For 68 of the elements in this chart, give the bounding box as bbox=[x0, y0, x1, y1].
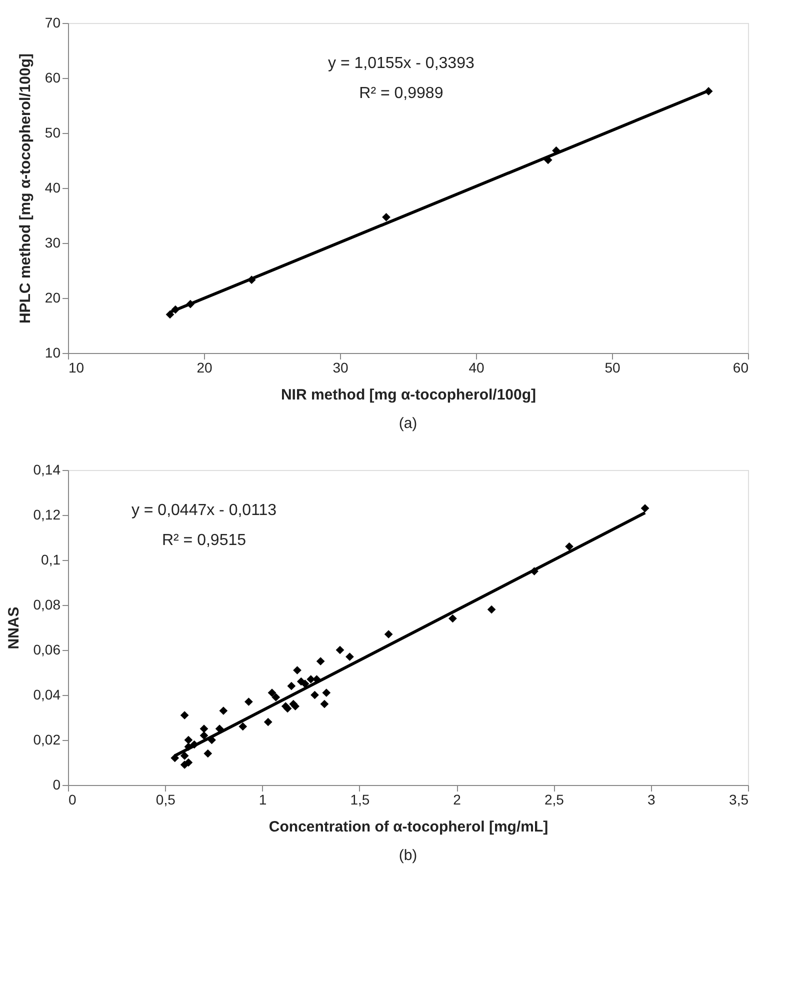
point bbox=[336, 646, 344, 654]
point bbox=[268, 688, 276, 697]
x-tick-label: 0,5 bbox=[156, 792, 176, 808]
point bbox=[184, 736, 193, 744]
point bbox=[346, 652, 354, 661]
point bbox=[448, 614, 457, 623]
point bbox=[291, 702, 300, 710]
x-tick-label: 10 bbox=[68, 360, 84, 376]
x-axis-title: NIR method [mg α-tocopherol/100g] bbox=[280, 386, 536, 404]
point bbox=[640, 504, 650, 512]
point bbox=[322, 688, 331, 697]
y-axis-title: HPLC method [mg α-tocopherol/100g] bbox=[16, 53, 34, 324]
y-tick-label: 70 bbox=[44, 14, 61, 30]
annotation: R² = 0,9989 bbox=[359, 85, 444, 102]
point bbox=[384, 630, 393, 638]
y-tick-label: 50 bbox=[44, 124, 61, 140]
y-tick-label: 0,06 bbox=[33, 642, 61, 658]
y-tick-label: 10 bbox=[44, 344, 61, 360]
point bbox=[320, 700, 329, 708]
point bbox=[200, 724, 208, 733]
text: (a) bbox=[398, 415, 418, 432]
point bbox=[293, 666, 302, 674]
annotation: y = 0,0447x - 0,0113 bbox=[131, 502, 277, 519]
point bbox=[565, 542, 574, 551]
y-tick-label: 0,02 bbox=[33, 732, 61, 748]
point bbox=[310, 690, 319, 700]
y-tick-label: 0 bbox=[52, 776, 61, 792]
x-tick-label: 20 bbox=[196, 360, 212, 376]
point bbox=[204, 749, 212, 758]
x-tick-label: 50 bbox=[604, 360, 620, 376]
point bbox=[487, 605, 496, 614]
y-tick-label: 20 bbox=[44, 290, 61, 306]
x-tick-label: 1,5 bbox=[350, 792, 370, 808]
point bbox=[272, 693, 280, 702]
y-tick-label: 0,1 bbox=[41, 552, 61, 568]
x-tick-label: 60 bbox=[732, 360, 749, 376]
x-tick-label: 0 bbox=[68, 792, 76, 808]
x-axis-title: Concentration of α-tocopherol [mg/mL] bbox=[268, 818, 548, 836]
point bbox=[287, 682, 296, 690]
x-tick-label: 2,5 bbox=[544, 792, 564, 808]
point bbox=[200, 731, 208, 740]
point bbox=[316, 657, 325, 666]
annotation: R² = 0,9515 bbox=[162, 532, 246, 549]
point bbox=[184, 758, 193, 767]
text: (b) bbox=[398, 847, 418, 864]
y-tick-label: 60 bbox=[44, 70, 61, 86]
y-tick-label: 0,04 bbox=[33, 686, 61, 702]
y-tick-label: 0,12 bbox=[33, 506, 61, 522]
y-tick-label: 0,08 bbox=[33, 596, 61, 612]
x-tick-label: 40 bbox=[468, 360, 484, 376]
point bbox=[238, 722, 248, 731]
point bbox=[264, 718, 272, 726]
y-tick-label: 0,14 bbox=[33, 462, 61, 478]
point bbox=[180, 711, 189, 720]
x-tick-label: 30 bbox=[332, 360, 348, 376]
point bbox=[170, 754, 180, 762]
y-tick-label: 30 bbox=[44, 234, 61, 250]
y-tick-label: 40 bbox=[44, 180, 61, 196]
x-tick-label: 3 bbox=[647, 792, 656, 808]
point bbox=[180, 752, 189, 760]
point bbox=[219, 706, 228, 715]
x-tick-label: 2 bbox=[453, 792, 462, 808]
point bbox=[244, 698, 253, 706]
point bbox=[283, 704, 292, 713]
annotation: y = 1,0155x - 0,3393 bbox=[328, 55, 474, 72]
y-axis-title: NNAS bbox=[5, 606, 22, 650]
x-tick-label: 1 bbox=[258, 792, 267, 808]
x-tick-label: 3,5 bbox=[729, 792, 749, 808]
